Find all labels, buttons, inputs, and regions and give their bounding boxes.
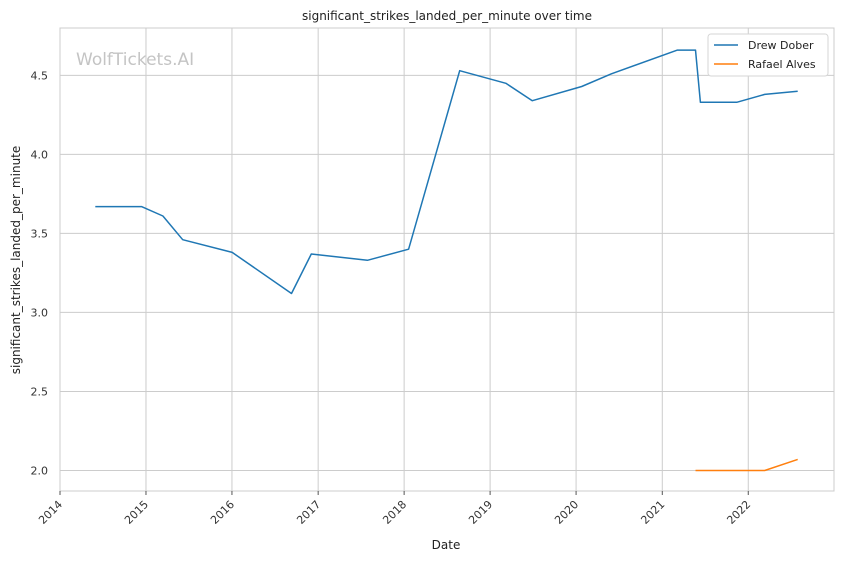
series-layer bbox=[95, 49, 798, 472]
series-line-drew-dober bbox=[95, 49, 798, 295]
legend: Drew Dober Rafael Alves bbox=[707, 33, 829, 77]
y-tick-label-2.0: 2.0 bbox=[31, 464, 49, 477]
watermark: WolfTickets.AI bbox=[76, 50, 194, 70]
x-axis-label: Date bbox=[432, 538, 461, 552]
y-tick-label-3.0: 3.0 bbox=[31, 306, 49, 319]
y-tick-label-4.0: 4.0 bbox=[31, 148, 49, 161]
plot-frame bbox=[59, 27, 835, 492]
y-tick-label-4.5: 4.5 bbox=[31, 69, 49, 82]
legend-label-drew-dober: Drew Dober bbox=[748, 39, 814, 52]
y-axis-ticks: 2.0 2.5 3.0 3.5 4.0 4.5 bbox=[31, 69, 49, 477]
legend-label-rafael-alves: Rafael Alves bbox=[748, 58, 816, 71]
y-axis-label: significant_strikes_landed_per_minute bbox=[9, 146, 23, 375]
series-line-rafael-alves bbox=[695, 458, 798, 472]
y-tick-label-2.5: 2.5 bbox=[31, 385, 49, 398]
chart-title: significant_strikes_landed_per_minute ov… bbox=[302, 9, 592, 23]
y-tick-label-3.5: 3.5 bbox=[31, 227, 49, 240]
